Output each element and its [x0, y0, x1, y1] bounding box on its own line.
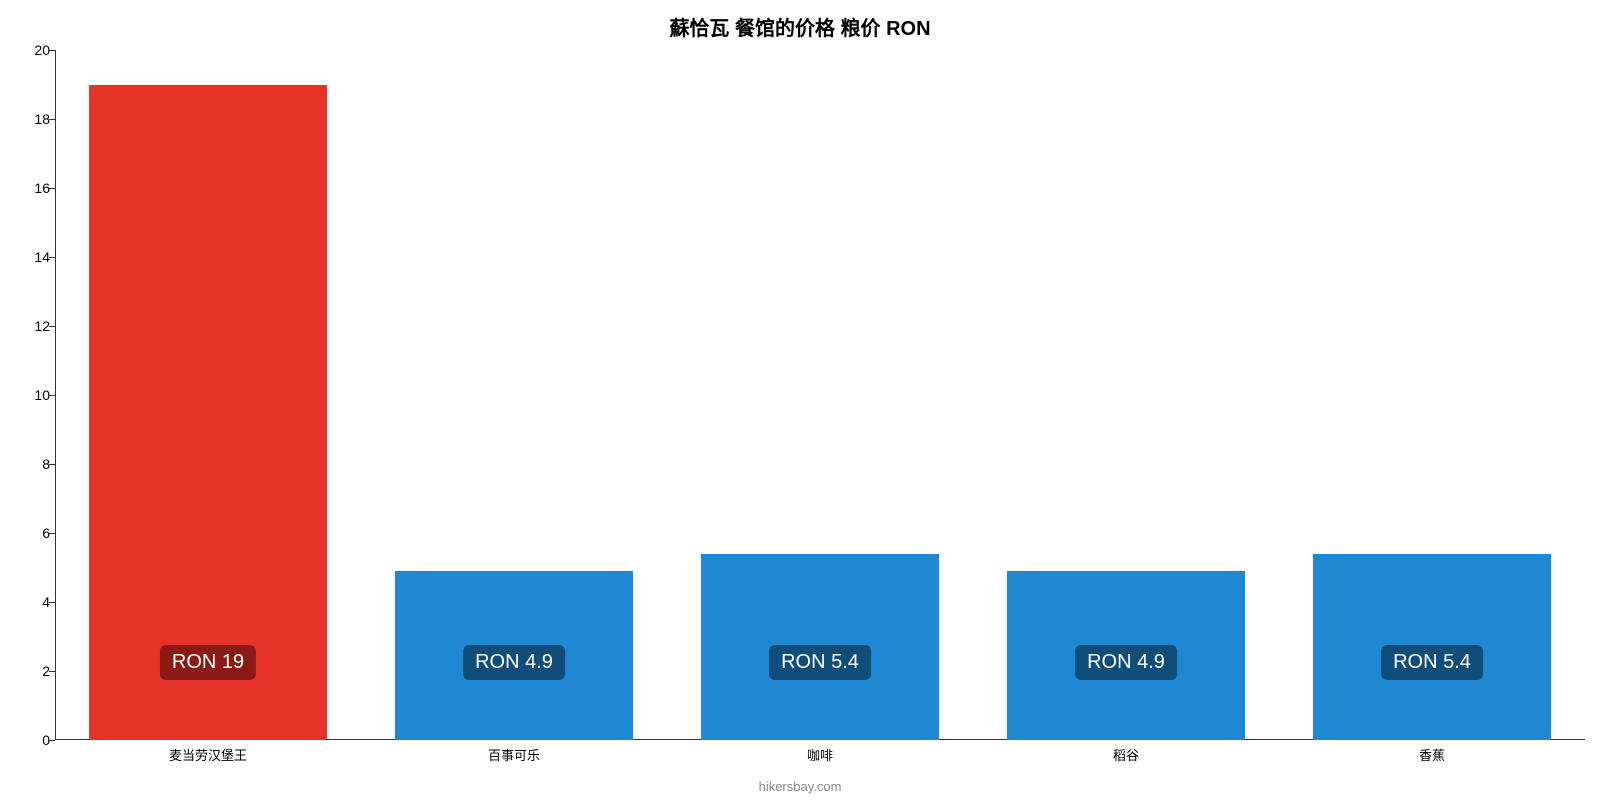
y-tick-mark: [49, 740, 55, 741]
y-tick-mark: [49, 257, 55, 258]
y-tick-mark: [49, 326, 55, 327]
x-tick-label: 咖啡: [807, 745, 833, 764]
y-tick-label: 20: [0, 42, 50, 58]
y-tick-mark: [49, 533, 55, 534]
bar-value-label: RON 19: [160, 645, 256, 680]
y-tick-label: 0: [0, 732, 50, 748]
y-tick-label: 8: [0, 456, 50, 472]
x-tick-label: 稻谷: [1113, 745, 1139, 764]
y-tick-mark: [49, 464, 55, 465]
y-tick-label: 2: [0, 663, 50, 679]
y-tick-mark: [49, 602, 55, 603]
x-tick-label: 香蕉: [1419, 745, 1445, 764]
price-bar-chart: 蘇恰瓦 餐馆的价格 粮价 RON hikersbay.com 0 2 4 6 8 10 12…: [0, 0, 1600, 800]
y-tick-mark: [49, 395, 55, 396]
y-tick-label: 4: [0, 594, 50, 610]
bar: [89, 85, 328, 741]
bar-value-label: RON 5.4: [1381, 645, 1483, 680]
y-tick-mark: [49, 119, 55, 120]
y-tick-mark: [49, 50, 55, 51]
y-tick-label: 18: [0, 111, 50, 127]
attribution-text: hikersbay.com: [0, 779, 1600, 794]
y-tick-label: 10: [0, 387, 50, 403]
y-tick-mark: [49, 671, 55, 672]
x-tick-label: 百事可乐: [488, 745, 540, 764]
y-tick-label: 12: [0, 318, 50, 334]
y-tick-label: 16: [0, 180, 50, 196]
y-tick-mark: [49, 188, 55, 189]
bar-value-label: RON 4.9: [1075, 645, 1177, 680]
x-tick-label: 麦当劳汉堡王: [169, 745, 247, 764]
y-tick-label: 14: [0, 249, 50, 265]
y-tick-label: 6: [0, 525, 50, 541]
bar-value-label: RON 5.4: [769, 645, 871, 680]
bar-value-label: RON 4.9: [463, 645, 565, 680]
chart-title: 蘇恰瓦 餐馆的价格 粮价 RON: [0, 12, 1600, 41]
